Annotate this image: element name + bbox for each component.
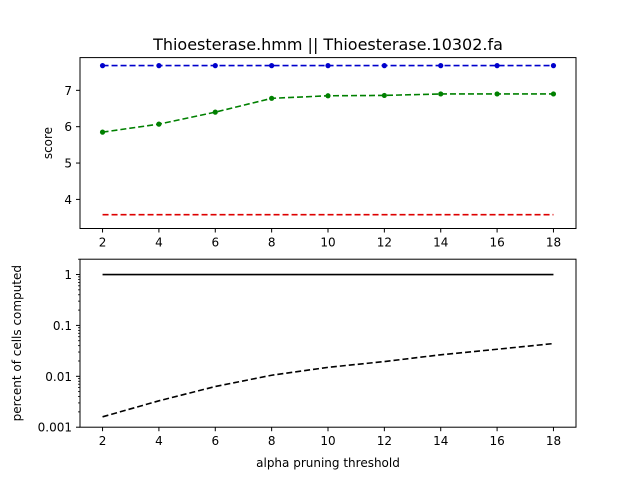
series-0-point [269, 63, 275, 69]
x-axis-label: alpha pruning threshold [256, 456, 400, 470]
series-0-point [99, 63, 106, 69]
y-tick-label: 1 [64, 268, 72, 282]
series-0-point [156, 63, 162, 69]
y-tick-label: 4 [64, 193, 72, 207]
x-tick-label: 8 [268, 434, 276, 448]
x-tick-label: 16 [489, 434, 504, 448]
x-tick-label: 6 [211, 434, 219, 448]
cells-computed-axes: 2 4 6 8 10 12 14 16 18 0.001 0.01 0.1 1 percent of ce… [10, 258, 577, 470]
series-0-point [494, 63, 500, 69]
x-tick-label: 14 [433, 434, 448, 448]
score-axes: 2 4 6 8 10 12 14 16 18 4 5 6 7 score [41, 57, 577, 250]
series-0-point [212, 63, 218, 69]
x-tick-label: 18 [546, 434, 561, 448]
y-tick-label: 0.1 [53, 319, 72, 333]
x-tick-label: 12 [377, 434, 392, 448]
series-1-point [494, 91, 500, 97]
series-1-point [550, 91, 557, 97]
x-tick-label: 2 [99, 434, 107, 448]
series-1-point [381, 92, 387, 99]
series-0-point [438, 63, 444, 69]
y-axis-label: percent of cells computed [10, 265, 24, 421]
x-tick-label: 2 [99, 236, 107, 250]
x-tick-label: 10 [320, 236, 335, 250]
y-tick-label: 0.01 [45, 370, 72, 384]
x-tick-label: 10 [320, 434, 335, 448]
y-tick-label: 7 [64, 84, 72, 98]
y-axis-label: score [41, 127, 55, 159]
x-tick-label: 4 [155, 434, 163, 448]
x-tick-label: 18 [546, 236, 561, 250]
series-1-point [438, 91, 444, 97]
x-tick-label: 14 [433, 236, 448, 250]
series-1-point [325, 93, 331, 99]
x-tick-label: 16 [489, 236, 504, 250]
y-tick-label: 6 [64, 120, 72, 134]
series-1-point [212, 109, 218, 115]
series-1-point [156, 121, 162, 127]
series-1-point [269, 95, 275, 101]
x-tick-label: 6 [211, 236, 219, 250]
series-1-point [99, 129, 106, 135]
series-1-line [102, 342, 554, 418]
x-tick-label: 8 [268, 236, 276, 250]
series-0-point [325, 63, 331, 69]
series-0-point [550, 63, 557, 69]
figure-title: Thioesterase.hmm || Thioesterase.10302.f… [152, 35, 503, 54]
y-tick-label: 0.001 [38, 421, 72, 435]
x-tick-label: 4 [155, 236, 163, 250]
x-tick-label: 12 [377, 236, 392, 250]
y-tick-label: 5 [64, 157, 72, 171]
series-0-point [381, 63, 387, 69]
